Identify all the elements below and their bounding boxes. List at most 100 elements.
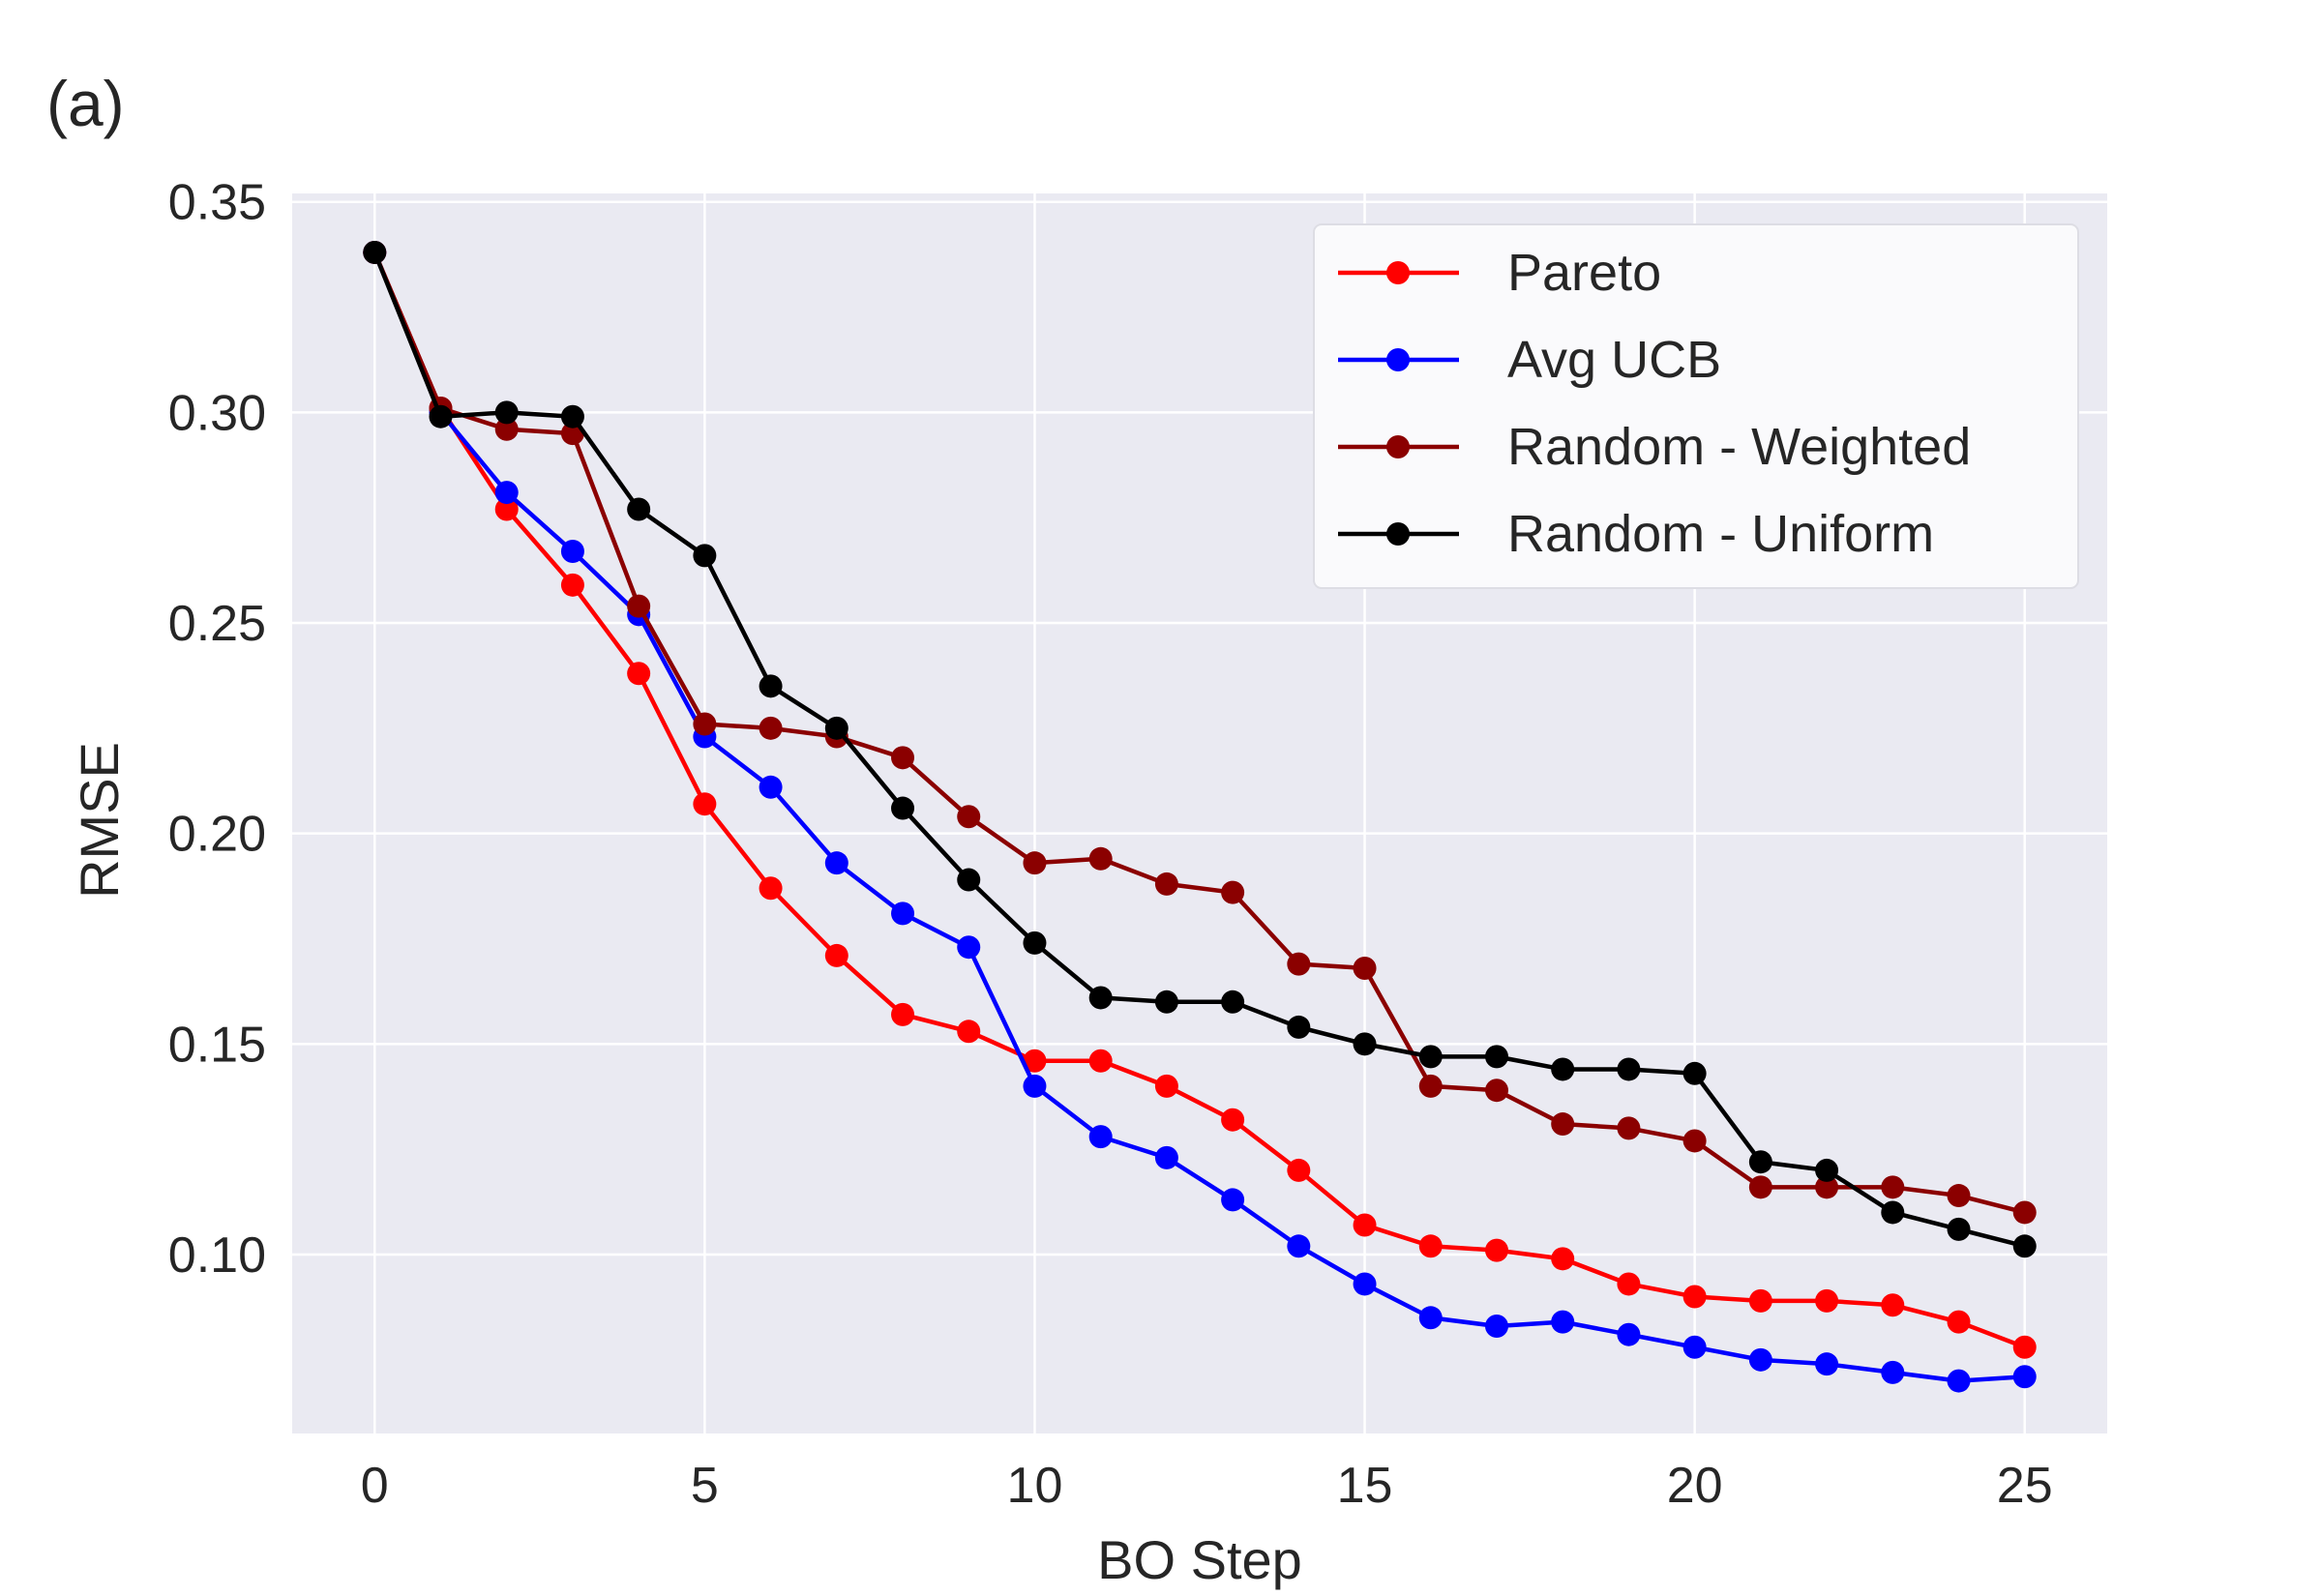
data-point [1088,1049,1113,1073]
series-avg-ucb [363,240,2037,1393]
y-tick-label: 0.25 [168,596,266,652]
data-point [1947,1310,1971,1334]
data-point [2012,1234,2037,1258]
data-point [1287,1158,1311,1182]
data-point [759,716,783,740]
data-point [1551,1112,1575,1137]
data-point [1682,1129,1707,1153]
legend: Pareto Avg UCB Random - Weighted Random - U… [1313,223,2079,589]
data-point [824,716,848,740]
data-point [494,497,519,521]
data-point [1748,1288,1772,1313]
data-point [1287,1234,1311,1258]
data-point [1881,1293,1905,1317]
x-tick-label: 10 [1007,1458,1063,1514]
data-point [1881,1175,1905,1199]
data-point [1023,931,1047,955]
series-lines [363,240,2037,1393]
x-tick-label: 5 [691,1458,719,1514]
data-point [560,573,584,597]
data-point [1484,1079,1508,1103]
panel-label: (a) [46,68,125,139]
data-point [1154,1074,1178,1098]
legend-marker [1386,435,1410,458]
data-point [2012,1200,2037,1225]
y-tick-label: 0.20 [168,807,266,863]
data-point [1881,1360,1905,1384]
data-point [1023,851,1047,875]
data-point [494,400,519,425]
data-point [1418,1045,1443,1069]
data-point [627,497,651,521]
data-point [363,240,387,264]
data-point [1815,1158,1839,1182]
data-point [2012,1365,2037,1389]
series-line [372,251,2026,1249]
y-tick-label: 0.15 [168,1017,266,1073]
data-point [1551,1310,1575,1334]
y-axis-label: RMSE [69,742,130,899]
data-point [1353,1032,1377,1056]
data-point [1418,1306,1443,1330]
data-point [1947,1217,1971,1241]
legend-marker [1386,261,1410,284]
data-point [494,481,519,505]
data-point [1551,1057,1575,1081]
data-point [1287,1015,1311,1039]
legend-item: Random - Weighted [1338,418,1971,476]
data-point [1617,1057,1641,1081]
data-point [1353,1213,1377,1237]
data-point [1484,1045,1508,1069]
data-point [1682,1335,1707,1359]
data-point [1023,1049,1047,1073]
data-point [1617,1322,1641,1346]
data-point [1815,1288,1839,1313]
data-point [627,662,651,686]
series-random-weighted [363,240,2037,1225]
data-point [1154,990,1178,1014]
data-point [957,935,981,960]
data-point [759,775,783,799]
series-line [372,251,2026,1215]
legend-marker [1386,522,1410,546]
data-point [824,851,848,875]
y-tick-label: 0.30 [168,385,266,441]
x-tick-label: 0 [361,1458,389,1514]
data-point [494,417,519,441]
data-point [1088,986,1113,1010]
data-point [759,674,783,698]
x-ticks: 0 5 10 15 20 25 [361,1458,2053,1514]
data-point [1484,1314,1508,1338]
data-point [1617,1116,1641,1140]
y-tick-label: 0.35 [168,175,266,231]
legend-marker [1386,348,1410,371]
data-point [957,868,981,892]
data-point [693,712,717,736]
data-point [1418,1074,1443,1098]
legend-item: Avg UCB [1338,331,1721,389]
data-point [1881,1200,1905,1225]
data-point [891,746,915,770]
data-point [1023,1074,1047,1098]
legend-item: Pareto [1338,244,1661,302]
x-tick-label: 25 [1997,1458,2053,1514]
data-point [1748,1175,1772,1199]
data-point [560,404,584,429]
data-point [759,876,783,901]
data-point [2012,1335,2037,1359]
data-point [1287,952,1311,976]
data-point [957,805,981,829]
data-point [1221,990,1245,1014]
y-tick-label: 0.10 [168,1227,266,1284]
series-pareto [363,240,2037,1359]
legend-label: Random - Uniform [1507,505,1934,563]
data-point [1617,1272,1641,1296]
legend-label: Random - Weighted [1507,418,1971,476]
data-point [1682,1285,1707,1309]
data-point [1484,1238,1508,1262]
data-point [1815,1175,1839,1199]
data-point [824,943,848,967]
data-point [1551,1247,1575,1271]
data-point [693,792,717,816]
data-point [957,1020,981,1044]
